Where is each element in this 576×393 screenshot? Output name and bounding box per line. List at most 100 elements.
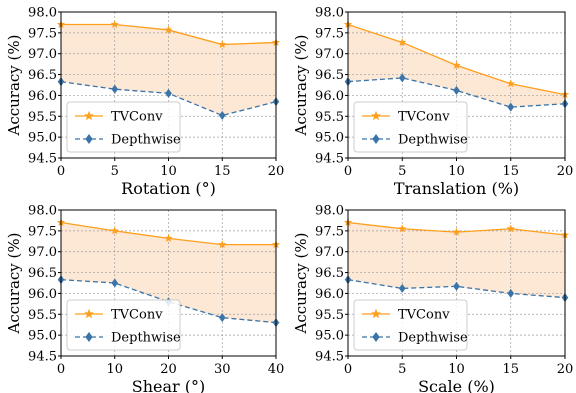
y-tick-label: 97.0 bbox=[315, 47, 344, 62]
y-tick-label: 97.5 bbox=[28, 26, 57, 41]
y-tick-label: 97.0 bbox=[28, 47, 57, 62]
x-tick-label: 40 bbox=[268, 362, 285, 377]
data-point-depthwise bbox=[398, 73, 406, 83]
x-tick-label: 20 bbox=[557, 362, 574, 377]
y-tick-label: 96.5 bbox=[315, 266, 344, 281]
y-tick-label: 98.0 bbox=[28, 204, 57, 219]
y-axis-label: Accuracy (%) bbox=[292, 34, 310, 136]
legend-label-tvconv: TVConv bbox=[111, 110, 163, 125]
y-tick-label: 97.5 bbox=[28, 224, 57, 239]
data-point-tvconv bbox=[110, 19, 120, 29]
x-axis-label: Shear (°) bbox=[132, 377, 206, 393]
y-axis-label: Accuracy (%) bbox=[292, 232, 310, 334]
y-tick-label: 95.5 bbox=[315, 110, 344, 125]
y-tick-label: 98.0 bbox=[315, 204, 344, 219]
x-tick-label: 0 bbox=[57, 362, 65, 377]
y-axis-label: Accuracy (%) bbox=[5, 34, 23, 136]
legend-marker-tvconv bbox=[84, 110, 94, 121]
data-point-depthwise bbox=[111, 278, 119, 288]
y-tick-label: 95.5 bbox=[28, 110, 57, 125]
data-point-tvconv bbox=[164, 25, 173, 34]
legend-label-tvconv: TVConv bbox=[111, 308, 163, 323]
legend-label-tvconv: TVConv bbox=[398, 110, 450, 125]
y-tick-label: 94.5 bbox=[315, 152, 344, 167]
y-tick-label: 95.0 bbox=[28, 329, 57, 344]
data-point-tvconv bbox=[217, 40, 227, 49]
data-point-depthwise bbox=[507, 102, 515, 112]
x-tick-label: 0 bbox=[57, 164, 65, 179]
y-tick-label: 97.0 bbox=[315, 245, 344, 260]
legend-marker-depthwise bbox=[372, 133, 380, 145]
y-tick-label: 97.5 bbox=[315, 224, 344, 239]
data-point-depthwise bbox=[398, 283, 406, 294]
y-tick-label: 94.5 bbox=[28, 152, 57, 167]
y-tick-label: 96.0 bbox=[28, 287, 57, 302]
y-tick-label: 96.0 bbox=[28, 89, 57, 104]
data-point-tvconv bbox=[506, 79, 516, 88]
data-point-tvconv bbox=[217, 240, 227, 249]
data-point-tvconv bbox=[164, 233, 173, 243]
y-tick-label: 97.0 bbox=[28, 245, 57, 260]
x-tick-label: 15 bbox=[214, 164, 231, 179]
data-point-tvconv bbox=[397, 224, 407, 233]
y-axis-label: Accuracy (%) bbox=[5, 232, 23, 334]
y-tick-label: 95.0 bbox=[28, 131, 57, 146]
x-axis-label: Translation (%) bbox=[394, 179, 519, 198]
x-tick-label: 10 bbox=[448, 164, 465, 179]
x-tick-label: 5 bbox=[398, 362, 406, 377]
data-point-depthwise bbox=[453, 85, 460, 96]
y-tick-label: 94.5 bbox=[315, 350, 344, 365]
y-tick-label: 98.0 bbox=[315, 6, 344, 21]
x-tick-label: 0 bbox=[344, 164, 352, 179]
data-point-depthwise bbox=[218, 110, 226, 121]
legend-label-depthwise: Depthwise bbox=[111, 133, 181, 148]
x-tick-label: 10 bbox=[448, 362, 465, 377]
x-tick-label: 15 bbox=[502, 362, 519, 377]
legend-marker-depthwise bbox=[85, 331, 93, 343]
y-tick-label: 98.0 bbox=[28, 6, 57, 21]
series-line-depthwise bbox=[347, 77, 566, 108]
y-tick-label: 96.0 bbox=[315, 89, 344, 104]
y-tick-label: 95.5 bbox=[315, 308, 344, 323]
x-tick-label: 5 bbox=[111, 164, 119, 179]
data-point-tvconv bbox=[452, 60, 461, 70]
data-point-depthwise bbox=[165, 88, 172, 98]
data-point-depthwise bbox=[453, 281, 460, 291]
data-point-depthwise bbox=[111, 84, 119, 94]
x-tick-label: 5 bbox=[398, 164, 406, 179]
x-tick-label: 20 bbox=[557, 164, 574, 179]
data-point-tvconv bbox=[110, 226, 120, 235]
x-axis-label: Rotation (°) bbox=[121, 179, 216, 198]
y-tick-label: 95.0 bbox=[315, 131, 344, 146]
y-tick-label: 95.5 bbox=[28, 308, 57, 323]
legend-marker-depthwise bbox=[372, 331, 380, 343]
series-line-depthwise bbox=[347, 279, 566, 299]
chart-panel-1: 94.5 95.0 95.5 96.0 96.5 97.0 97.5 98.0 0 5 10 15 20… bbox=[5, 6, 284, 199]
x-tick-label: 0 bbox=[344, 362, 352, 377]
legend-label-depthwise: Depthwise bbox=[398, 133, 468, 148]
series-line-depthwise bbox=[60, 279, 277, 324]
data-point-tvconv bbox=[397, 37, 407, 47]
legend-label-tvconv: TVConv bbox=[398, 308, 450, 323]
legend-marker-tvconv bbox=[84, 308, 94, 319]
legend-marker-tvconv bbox=[371, 308, 381, 319]
y-tick-label: 95.0 bbox=[315, 329, 344, 344]
y-tick-label: 94.5 bbox=[28, 350, 57, 365]
data-point-tvconv bbox=[506, 224, 516, 233]
x-tick-label: 20 bbox=[160, 362, 177, 377]
legend-marker-tvconv bbox=[371, 110, 381, 121]
legend-marker-depthwise bbox=[85, 133, 93, 145]
x-axis-label: Scale (%) bbox=[418, 377, 495, 393]
x-tick-label: 20 bbox=[268, 164, 285, 179]
x-tick-label: 15 bbox=[502, 164, 519, 179]
x-tick-label: 30 bbox=[214, 362, 231, 377]
legend-label-depthwise: Depthwise bbox=[398, 331, 468, 346]
x-tick-label: 10 bbox=[106, 362, 123, 377]
y-tick-label: 96.5 bbox=[28, 266, 57, 281]
data-point-depthwise bbox=[218, 312, 226, 323]
data-point-tvconv bbox=[452, 227, 461, 236]
y-tick-label: 96.5 bbox=[315, 68, 344, 83]
chart-panel-3: 94.5 95.0 95.5 96.0 96.5 97.0 97.5 98.0 0 10 20 30 4… bbox=[5, 204, 284, 393]
data-point-depthwise bbox=[507, 288, 515, 299]
